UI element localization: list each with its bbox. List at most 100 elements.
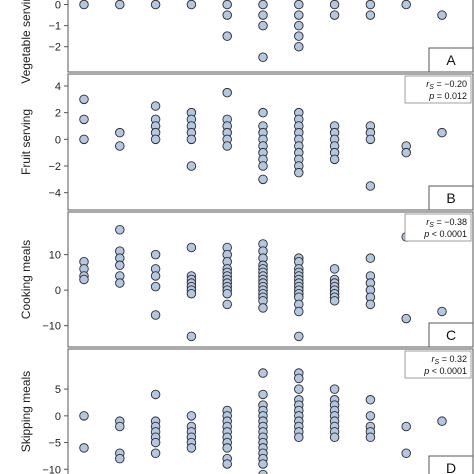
data-point bbox=[79, 274, 89, 285]
y-tick-label: −4 bbox=[48, 188, 61, 200]
data-point bbox=[329, 0, 340, 10]
y-tick-label: 2 bbox=[55, 108, 61, 120]
y-tick-label: 10 bbox=[49, 250, 61, 262]
data-point bbox=[365, 432, 376, 442]
y-tick-label: −1 bbox=[48, 21, 61, 33]
data-point bbox=[294, 10, 304, 20]
y-tick-label: 0 bbox=[55, 134, 61, 146]
data-point bbox=[294, 331, 304, 342]
data-point bbox=[186, 331, 197, 342]
data-point bbox=[329, 384, 340, 394]
y-tick-label: −10 bbox=[42, 464, 61, 474]
y-axis-label: Cooking meals bbox=[19, 240, 33, 319]
data-point bbox=[79, 114, 89, 125]
y-axis-label: Vegetable serving bbox=[19, 0, 33, 84]
data-point bbox=[222, 87, 232, 98]
stat-p: p < 0.0001 bbox=[423, 366, 467, 376]
data-point bbox=[401, 448, 411, 459]
data-point bbox=[150, 134, 161, 145]
data-point bbox=[437, 416, 447, 426]
data-point bbox=[222, 288, 232, 299]
stat-rs: rS = −0.20 bbox=[426, 79, 467, 91]
data-point bbox=[150, 437, 161, 448]
data-point bbox=[329, 432, 340, 442]
data-point bbox=[115, 127, 125, 138]
panel-letter-box bbox=[428, 47, 474, 73]
data-point bbox=[365, 411, 376, 421]
y-tick-label: −2 bbox=[48, 161, 61, 173]
y-tick-label: −5 bbox=[48, 438, 61, 450]
y-tick-label: 5 bbox=[55, 384, 61, 396]
data-point bbox=[329, 296, 340, 306]
data-point bbox=[294, 373, 304, 384]
stat-p: p = 0.012 bbox=[428, 91, 467, 101]
data-point bbox=[294, 20, 304, 31]
data-point bbox=[150, 0, 161, 10]
data-point bbox=[401, 421, 411, 432]
y-axis-label: Skipping meals bbox=[19, 371, 33, 452]
panel-frame bbox=[67, 0, 474, 73]
stats-box bbox=[404, 75, 472, 104]
panel-letter-box bbox=[428, 185, 474, 211]
data-point bbox=[222, 31, 232, 41]
data-point bbox=[365, 253, 376, 263]
panel-c: 10 0 −10 Cooking meals rS = −0.38p < 0.0001 C bbox=[19, 211, 474, 348]
data-point bbox=[258, 469, 268, 474]
data-point bbox=[150, 448, 161, 459]
data-point bbox=[294, 306, 304, 317]
data-point bbox=[186, 242, 197, 253]
y-tick-label: 0 bbox=[55, 285, 61, 297]
data-point bbox=[294, 167, 304, 178]
data-point bbox=[437, 306, 447, 317]
data-point bbox=[365, 181, 376, 191]
panel-b: 4 2 0 −2 −4 Fruit serving rS = −0.20p = 0.012 B bbox=[19, 73, 474, 211]
data-point bbox=[222, 0, 232, 10]
data-point bbox=[115, 421, 125, 432]
data-point bbox=[115, 225, 125, 235]
data-point bbox=[115, 0, 125, 10]
data-point bbox=[401, 0, 411, 10]
data-point bbox=[365, 299, 376, 310]
data-point bbox=[222, 459, 232, 469]
stat-rs: rS = 0.32 bbox=[432, 354, 467, 366]
data-point bbox=[258, 10, 268, 20]
data-point bbox=[329, 10, 340, 20]
data-point bbox=[294, 41, 304, 52]
data-point bbox=[258, 161, 268, 171]
panel-d: 5 0 −5 −10 Skipping meals rS = 0.32p < 0.0001… bbox=[19, 348, 474, 474]
data-point bbox=[186, 134, 197, 145]
data-point bbox=[329, 154, 340, 165]
data-point bbox=[150, 281, 161, 292]
data-point bbox=[150, 389, 161, 400]
data-point bbox=[79, 94, 89, 105]
panel-a: 0 −1 −2 Vegetable serving A bbox=[19, 0, 474, 84]
data-point bbox=[294, 384, 304, 394]
data-point bbox=[258, 174, 268, 185]
data-point bbox=[437, 127, 447, 138]
data-point bbox=[258, 368, 268, 378]
data-point bbox=[79, 411, 89, 421]
data-point bbox=[401, 313, 411, 324]
data-point bbox=[150, 271, 161, 281]
data-point bbox=[258, 52, 268, 62]
data-point bbox=[115, 141, 125, 151]
data-point bbox=[401, 147, 411, 158]
data-point bbox=[222, 141, 232, 151]
data-point bbox=[365, 134, 376, 145]
data-point bbox=[258, 20, 268, 31]
data-point bbox=[79, 443, 89, 453]
stats-box bbox=[404, 350, 472, 379]
stat-p: p < 0.0001 bbox=[423, 229, 467, 239]
panel-letter: B bbox=[446, 190, 455, 206]
stat-rs: rS = −0.38 bbox=[426, 217, 467, 229]
data-point bbox=[365, 0, 376, 10]
y-tick-label: −2 bbox=[48, 42, 61, 54]
panel-letter-box bbox=[428, 322, 474, 348]
data-point bbox=[437, 10, 447, 20]
stats-box bbox=[404, 213, 472, 242]
data-point bbox=[258, 0, 268, 10]
panel-letter: C bbox=[446, 327, 456, 343]
y-axis-label: Fruit serving bbox=[19, 109, 33, 175]
data-point bbox=[258, 459, 268, 469]
